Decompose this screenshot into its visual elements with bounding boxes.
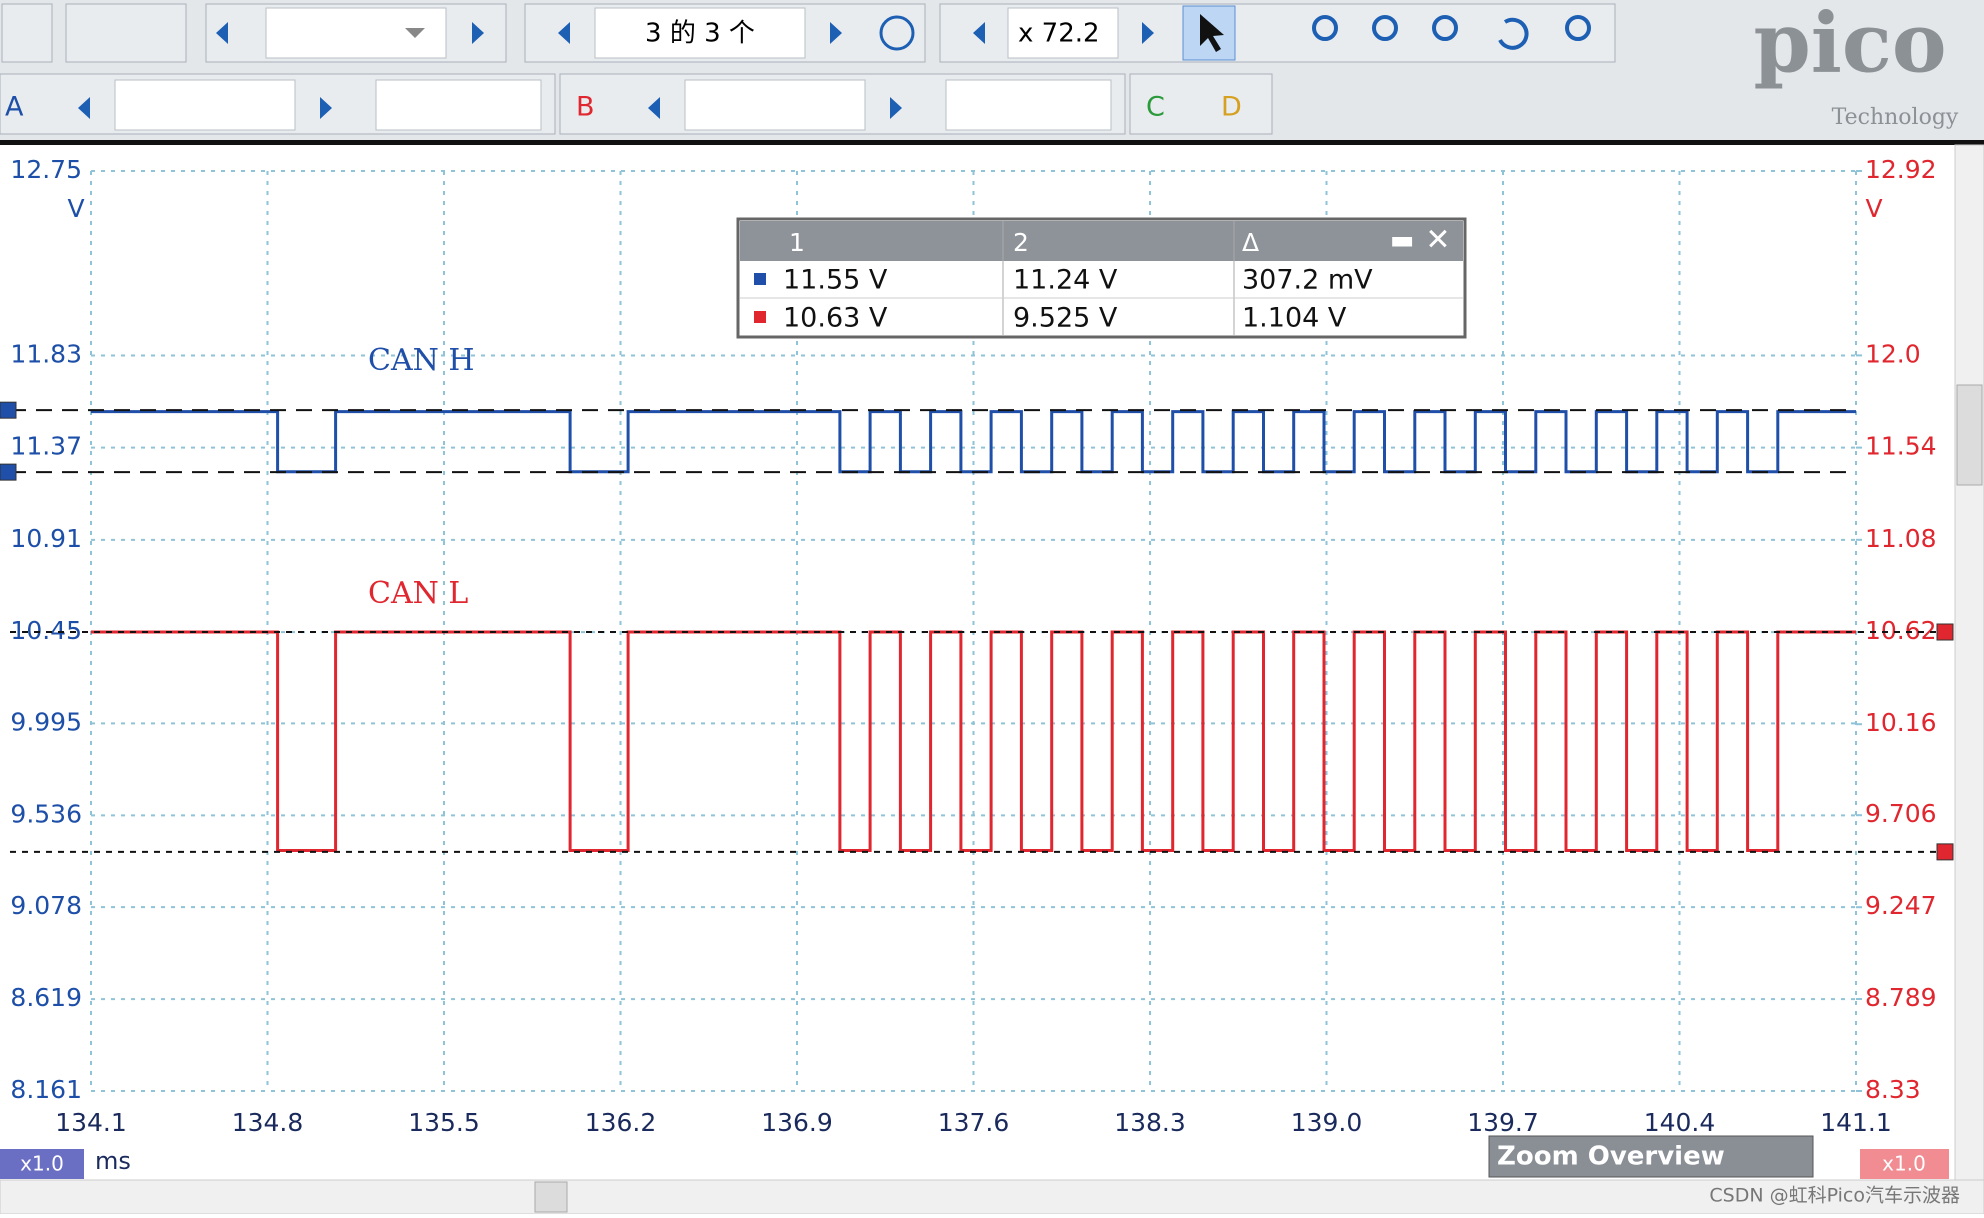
table-header: 1 xyxy=(789,228,805,257)
table-header: 2 xyxy=(1013,228,1029,257)
tool-icons[interactable] xyxy=(1312,15,1591,50)
trace-label: CAN L xyxy=(368,576,468,611)
measurement-table: ✕ ▬ 1 2 Δ 11.55 V 11.24 V 307.2 mV 10.63 V 9.52… xyxy=(736,217,1467,339)
zoom-label: x 72.2 xyxy=(1018,19,1100,49)
y-tick-label: 9.995 xyxy=(10,707,82,736)
y-tick-label: 8.619 xyxy=(10,983,82,1012)
table-cell: 11.55 V xyxy=(783,265,888,296)
y2-tick-label: 8.33 xyxy=(1865,1075,1921,1104)
channel-cd-group xyxy=(1129,73,1273,135)
ruler-handle xyxy=(1936,843,1954,861)
x-tick-label: 134.1 xyxy=(55,1108,127,1137)
scale-label: x1.0 xyxy=(20,1152,64,1176)
y-tick-label: 11.83 xyxy=(10,339,82,368)
x-tick-label: 135.5 xyxy=(408,1108,480,1137)
table-cell: 10.63 V xyxy=(783,303,888,334)
zoom-overview-title: Zoom Overview xyxy=(1497,1142,1725,1172)
zoom-overview[interactable] xyxy=(1488,1135,1814,1178)
x-tick-label: 138.3 xyxy=(1114,1108,1186,1137)
y-tick-label: 10.45 xyxy=(10,616,82,645)
scale-badge[interactable] xyxy=(0,1149,84,1179)
y-tick-label: 12.75 xyxy=(10,155,82,184)
y-tick-label: 9.078 xyxy=(10,891,82,920)
trace-label: CAN H xyxy=(368,343,475,378)
y2-tick-label: 12.0 xyxy=(1865,339,1921,368)
watermark: CSDN @虹科Pico汽车示波器 xyxy=(1709,1185,1960,1207)
y2-tick-label: 8.789 xyxy=(1865,983,1937,1012)
channel-b[interactable]: B xyxy=(576,92,595,123)
svg-text:▬: ▬ xyxy=(1390,226,1415,256)
table-cell: 11.24 V xyxy=(1013,265,1118,296)
dropdown[interactable] xyxy=(114,79,296,131)
y2-tick-label: 11.54 xyxy=(1865,432,1937,461)
x-tick-label: 140.4 xyxy=(1644,1108,1716,1137)
x-tick-label: 136.9 xyxy=(761,1108,833,1137)
table-cell: 1.104 V xyxy=(1242,303,1347,334)
channel-a[interactable]: A xyxy=(5,92,24,123)
pointer-icon xyxy=(1200,14,1224,52)
compass-button[interactable] xyxy=(879,15,915,51)
y2-tick-label: 10.16 xyxy=(1865,708,1937,737)
ruler-handle xyxy=(0,463,17,481)
page-box xyxy=(594,7,806,59)
y2-tick-label: 9.247 xyxy=(1865,891,1937,920)
x-tick-label: 136.2 xyxy=(585,1108,657,1137)
ruler-handle xyxy=(1936,623,1954,641)
ruler-handle xyxy=(0,401,17,419)
y2-tick-label: 12.92 xyxy=(1865,155,1937,184)
table-cell: 9.525 V xyxy=(1013,303,1118,334)
y2-tick-label: 9.706 xyxy=(1865,799,1937,828)
dropdown[interactable] xyxy=(684,79,866,131)
y2-tick-label: 10.62 xyxy=(1865,616,1937,645)
scale-badge[interactable] xyxy=(1860,1149,1949,1179)
x-tick-label: 139.7 xyxy=(1467,1108,1539,1137)
y-axis-unit: V xyxy=(67,194,84,223)
svg-text:✕: ✕ xyxy=(1425,223,1450,258)
dropdown[interactable] xyxy=(375,79,542,131)
scroll-thumb[interactable] xyxy=(534,1181,568,1213)
channel-d[interactable]: D xyxy=(1221,92,1242,123)
scroll-thumb[interactable] xyxy=(1956,384,1983,486)
y-tick-label: 8.161 xyxy=(10,1075,82,1104)
x-tick-label: 141.1 xyxy=(1820,1108,1892,1137)
table-cell: 307.2 mV xyxy=(1242,265,1373,296)
y-tick-label: 9.536 xyxy=(10,799,82,828)
table-header: Δ xyxy=(1242,228,1259,257)
x-tick-label: 134.8 xyxy=(232,1108,304,1137)
y-tick-label: 11.37 xyxy=(10,432,82,461)
home-buttons[interactable] xyxy=(65,3,187,63)
page-label: 3 的 3 个 xyxy=(645,19,755,49)
dropdown-arrow xyxy=(405,28,425,38)
signal-button[interactable] xyxy=(1,3,53,63)
logo-tagline: Technology xyxy=(1832,105,1959,130)
trace xyxy=(91,410,1856,474)
dropdown[interactable] xyxy=(945,79,1112,131)
toolbar-divider xyxy=(0,140,1984,145)
zoom-box xyxy=(1007,7,1119,59)
channel-c[interactable]: C xyxy=(1146,92,1165,123)
horizontal-scrollbar[interactable] xyxy=(0,1179,1984,1215)
x-axis-unit: ms xyxy=(95,1147,131,1175)
logo: pico xyxy=(1753,0,1946,91)
x-tick-label: 137.6 xyxy=(938,1108,1010,1137)
scale-label: x1.0 xyxy=(1882,1152,1926,1176)
y-tick-label: 10.91 xyxy=(10,524,82,553)
y2-tick-label: 11.08 xyxy=(1865,524,1937,553)
x-tick-label: 139.0 xyxy=(1291,1108,1363,1137)
vertical-scrollbar[interactable] xyxy=(1954,144,1984,1181)
y2-axis-unit: V xyxy=(1865,194,1882,223)
